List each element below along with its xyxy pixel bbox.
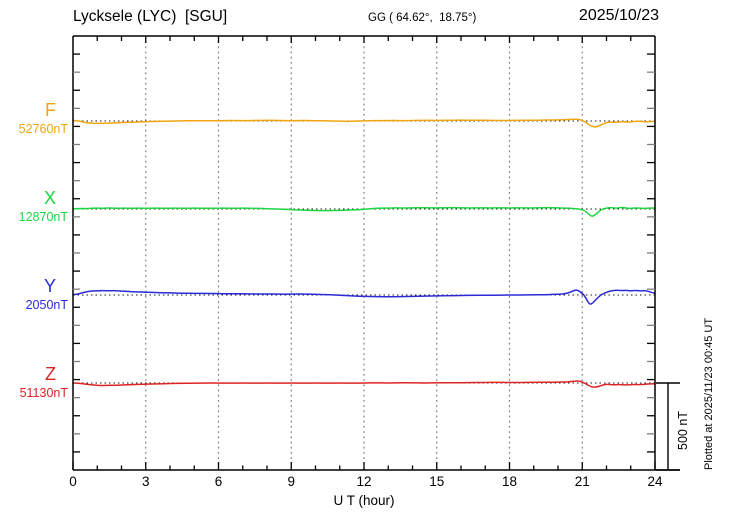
channel-baseline-y: 2050nT [25, 298, 68, 312]
trace-F [72, 118, 656, 128]
scale-bar-label: 500 nT [676, 411, 690, 450]
channel-baseline-z: 51130nT [19, 386, 68, 400]
channel-letter-f: F [45, 100, 56, 120]
x-tick-label-9: 9 [287, 474, 295, 489]
station-title: Lycksele (LYC) [SGU] [73, 8, 228, 25]
channel-letter-z: Z [45, 364, 56, 384]
x-tick-label-0: 0 [69, 474, 77, 489]
channel-label-z: Z 51130nT [4, 365, 68, 400]
channel-label-f: F 52760nT [4, 101, 68, 136]
hour-ticks [72, 36, 656, 470]
x-tick-label-12: 12 [356, 474, 372, 489]
plotted-at-note: Plotted at 2025/11/23 00:45 UT [703, 317, 715, 470]
x-axis-title: U T (hour) [333, 493, 395, 508]
x-tick-label-6: 6 [214, 474, 223, 489]
channel-baseline-f: 52760nT [18, 122, 68, 136]
amplitude-ticks [73, 53, 655, 453]
scale-bar [656, 382, 680, 471]
x-tick-label-21: 21 [574, 474, 590, 489]
channel-label-y: Y 2050nT [4, 277, 68, 312]
channel-baseline-x: 12870nT [18, 210, 68, 224]
channel-label-x: X 12870nT [4, 189, 68, 224]
x-tick-label-18: 18 [501, 474, 518, 489]
plot-frame [72, 35, 680, 471]
x-tick-label-15: 15 [429, 474, 445, 489]
gridlines [145, 36, 583, 470]
geographic-coordinates: GG ( 64.62°, 18.75°) [368, 12, 477, 24]
channel-letter-x: X [43, 188, 56, 208]
plot-date: 2025/10/23 [578, 7, 659, 24]
x-tick-label-3: 3 [141, 474, 150, 489]
channel-letter-y: Y [43, 276, 56, 296]
trace-X [72, 206, 656, 217]
trace-Y [72, 289, 656, 305]
x-tick-label-24: 24 [647, 474, 663, 489]
trace-Z [72, 380, 656, 388]
